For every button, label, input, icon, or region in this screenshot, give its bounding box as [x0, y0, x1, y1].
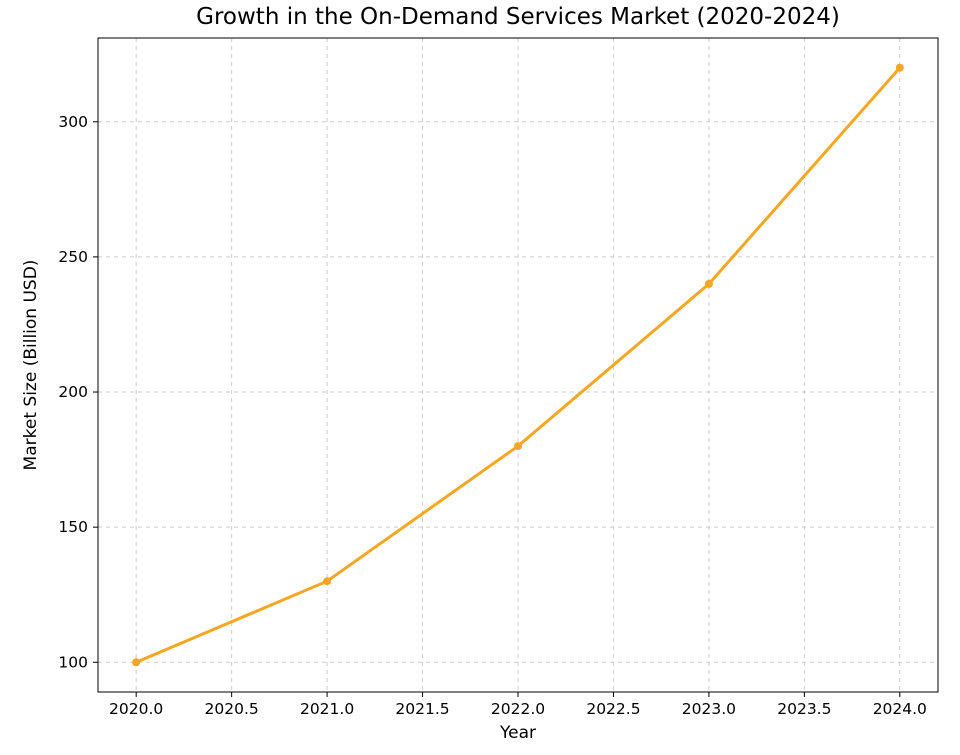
x-tick-label: 2020.5 [205, 700, 259, 718]
x-tick-label: 2022.5 [586, 700, 640, 718]
series-marker [896, 64, 904, 72]
y-tick-label: 250 [58, 248, 88, 266]
y-axis-label: Market Size (Billion USD) [21, 260, 41, 471]
series-marker [132, 658, 140, 666]
chart-container: Growth in the On-Demand Services Market … [0, 0, 960, 755]
y-tick-label: 200 [58, 383, 88, 401]
y-tick-label: 100 [58, 653, 88, 671]
y-tick-label: 300 [58, 113, 88, 131]
x-tick-label: 2021.0 [300, 700, 354, 718]
series-marker [514, 442, 522, 450]
x-tick-label: 2024.0 [873, 700, 927, 718]
x-tick-label: 2023.0 [682, 700, 736, 718]
x-tick-label: 2022.0 [491, 700, 545, 718]
y-axis: 100 150 200 250 300 [58, 113, 98, 671]
chart-svg: Growth in the On-Demand Services Market … [0, 0, 960, 755]
x-axis-label: Year [499, 723, 536, 743]
chart-title: Growth in the On-Demand Services Market … [196, 4, 840, 30]
y-tick-label: 150 [58, 518, 88, 536]
series-marker [323, 577, 331, 585]
x-tick-label: 2021.5 [395, 700, 449, 718]
x-axis: 2020.0 2020.5 2021.0 2021.5 2022.0 2022.5 2023… [109, 692, 927, 718]
x-tick-label: 2020.0 [109, 700, 163, 718]
x-tick-label: 2023.5 [777, 700, 831, 718]
series-marker [705, 280, 713, 288]
